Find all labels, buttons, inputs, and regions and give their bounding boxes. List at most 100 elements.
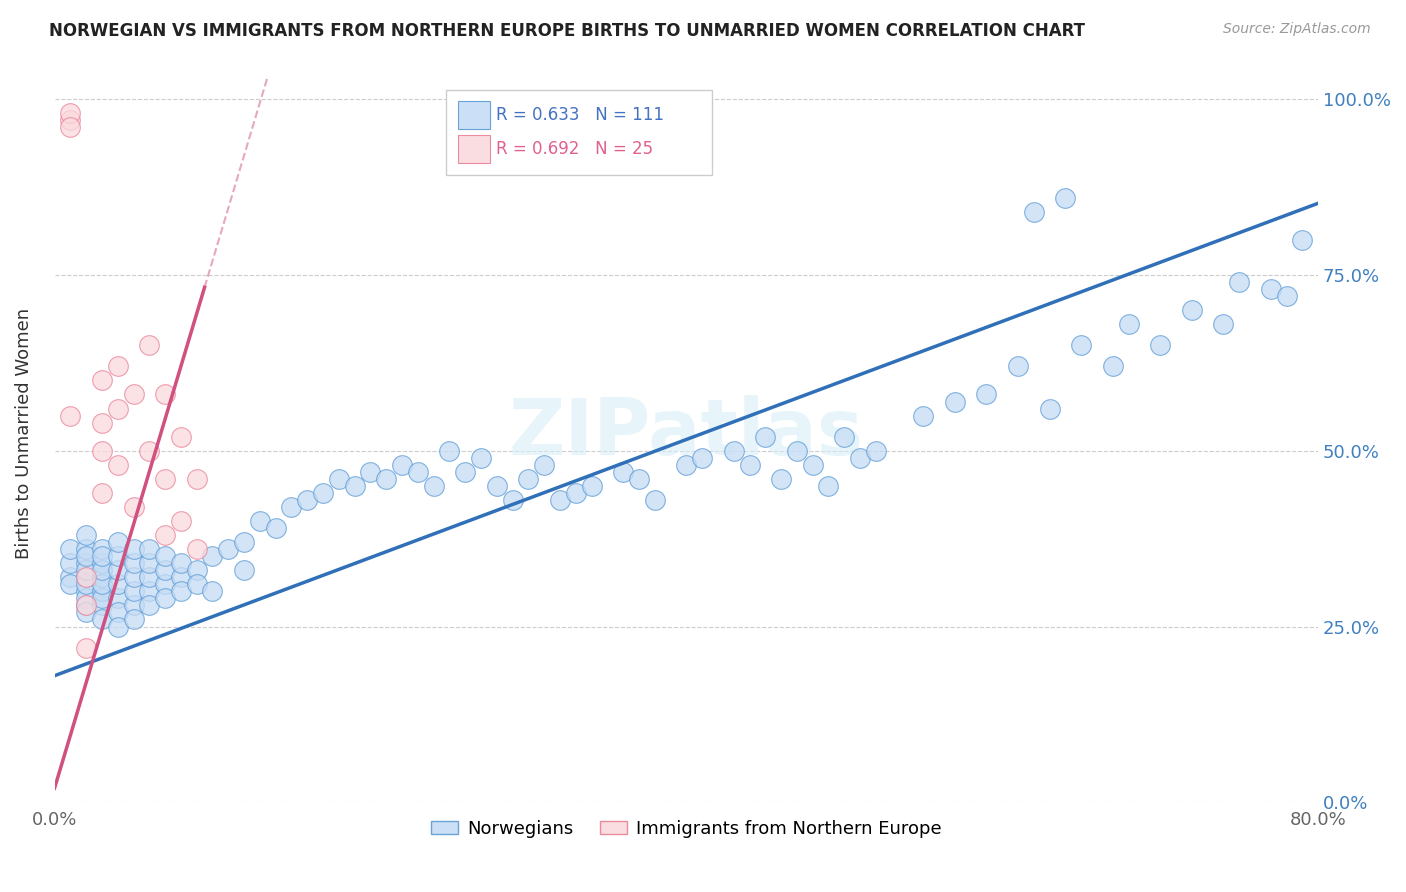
Point <box>217 542 239 557</box>
Point <box>59 106 82 120</box>
Point <box>122 387 145 401</box>
Point <box>233 563 256 577</box>
Point <box>90 612 112 626</box>
Point <box>186 472 208 486</box>
Point <box>723 443 745 458</box>
Text: R = 0.633   N = 111: R = 0.633 N = 111 <box>495 106 664 124</box>
Point <box>59 113 82 128</box>
Point <box>107 535 129 549</box>
Point <box>359 465 381 479</box>
Point <box>59 570 82 584</box>
FancyBboxPatch shape <box>457 135 491 163</box>
Point <box>406 465 429 479</box>
Point <box>90 563 112 577</box>
Point <box>122 556 145 570</box>
Point <box>75 599 97 613</box>
Point <box>153 472 176 486</box>
Point <box>375 472 398 486</box>
Point <box>865 443 887 458</box>
Point <box>90 542 112 557</box>
Point <box>153 577 176 591</box>
FancyBboxPatch shape <box>446 90 711 175</box>
Point <box>1291 233 1313 247</box>
Point <box>754 430 776 444</box>
Point <box>1212 317 1234 331</box>
Point <box>801 458 824 472</box>
Point <box>107 577 129 591</box>
Point <box>581 479 603 493</box>
Point <box>153 387 176 401</box>
Point <box>502 492 524 507</box>
Point <box>90 549 112 564</box>
Point <box>75 563 97 577</box>
Point <box>264 521 287 535</box>
Point <box>832 430 855 444</box>
Point <box>75 570 97 584</box>
Text: NORWEGIAN VS IMMIGRANTS FROM NORTHERN EUROPE BIRTHS TO UNMARRIED WOMEN CORRELATI: NORWEGIAN VS IMMIGRANTS FROM NORTHERN EU… <box>49 22 1085 40</box>
Point <box>138 570 160 584</box>
Point <box>59 556 82 570</box>
Point <box>122 570 145 584</box>
Point <box>485 479 508 493</box>
Text: R = 0.692   N = 25: R = 0.692 N = 25 <box>495 140 652 158</box>
Point <box>297 492 319 507</box>
Point <box>343 479 366 493</box>
Point <box>138 599 160 613</box>
Point <box>138 338 160 352</box>
Point <box>1275 289 1298 303</box>
Point <box>107 619 129 633</box>
Point <box>328 472 350 486</box>
Point <box>75 549 97 564</box>
Point <box>249 514 271 528</box>
Point <box>107 606 129 620</box>
Point <box>170 514 193 528</box>
Point <box>138 556 160 570</box>
Point <box>75 640 97 655</box>
Point <box>75 606 97 620</box>
Point <box>107 591 129 606</box>
Point <box>170 556 193 570</box>
Point <box>122 584 145 599</box>
Point <box>1054 191 1077 205</box>
Point <box>1118 317 1140 331</box>
Point <box>138 443 160 458</box>
Point <box>90 577 112 591</box>
Point <box>122 542 145 557</box>
Point <box>1101 359 1123 374</box>
Point <box>627 472 650 486</box>
Point <box>90 570 112 584</box>
Point <box>201 549 224 564</box>
Point <box>849 450 872 465</box>
Point <box>170 584 193 599</box>
Point <box>1149 338 1171 352</box>
Point <box>517 472 540 486</box>
Point <box>690 450 713 465</box>
Point <box>1022 204 1045 219</box>
Point <box>107 549 129 564</box>
Point <box>107 458 129 472</box>
Point <box>122 599 145 613</box>
Point <box>770 472 793 486</box>
Point <box>454 465 477 479</box>
Point <box>186 563 208 577</box>
Point <box>153 591 176 606</box>
Point <box>1007 359 1029 374</box>
Point <box>75 584 97 599</box>
Point <box>75 528 97 542</box>
Point <box>59 409 82 423</box>
Point <box>644 492 666 507</box>
Point <box>976 387 998 401</box>
Point <box>90 373 112 387</box>
Point <box>59 120 82 135</box>
Point <box>122 500 145 514</box>
Point <box>786 443 808 458</box>
Point <box>90 591 112 606</box>
Point <box>138 542 160 557</box>
Point <box>59 577 82 591</box>
Point <box>470 450 492 465</box>
Point <box>1227 275 1250 289</box>
Point <box>75 599 97 613</box>
Point <box>233 535 256 549</box>
Text: Source: ZipAtlas.com: Source: ZipAtlas.com <box>1223 22 1371 37</box>
Point <box>90 486 112 500</box>
